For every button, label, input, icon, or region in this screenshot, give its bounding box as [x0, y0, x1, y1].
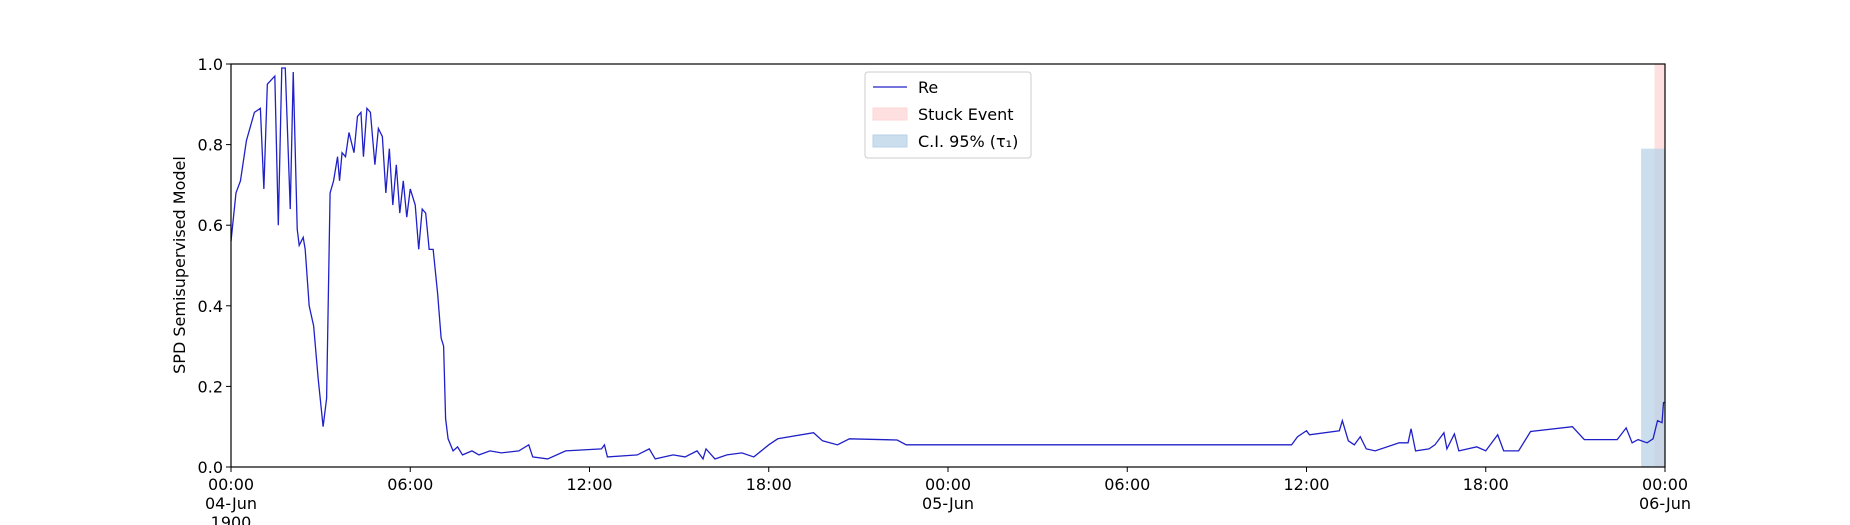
legend-label: C.I. 95% (τ₁)	[918, 132, 1018, 151]
y-tick-label: 1.0	[198, 55, 223, 74]
x-tick-label: 12:00	[1283, 475, 1330, 494]
y-axis-label: SPD Semisupervised Model	[170, 156, 189, 374]
x-tick-label: 18:00	[1462, 475, 1509, 494]
x-tick-label: 00:00 05-Jun	[921, 475, 975, 513]
x-tick-label: 00:00 06-Jun	[1638, 475, 1692, 513]
y-tick-label: 0.0	[198, 458, 223, 477]
x-tick-label: 12:00	[566, 475, 613, 494]
data-line	[230, 67, 1665, 461]
span	[1641, 148, 1665, 467]
x-tick-label: 00:00 04-Jun 1900	[204, 475, 258, 525]
y-tick-label: 0.6	[198, 216, 223, 235]
y-tick-label: 0.2	[198, 377, 223, 396]
x-tick-label: 06:00	[1104, 475, 1151, 494]
x-tick-label: 06:00	[387, 475, 434, 494]
legend-patch	[872, 134, 908, 148]
y-tick-label: 0.4	[198, 297, 223, 316]
legend: Re Stuck Event C.I. 95% (τ₁)	[864, 71, 1032, 159]
legend-label: Re	[918, 78, 938, 97]
x-tick-label: 18:00	[745, 475, 792, 494]
legend-label: Stuck Event	[918, 105, 1014, 124]
y-tick-label: 0.8	[198, 136, 223, 155]
legend-patch	[872, 107, 908, 121]
